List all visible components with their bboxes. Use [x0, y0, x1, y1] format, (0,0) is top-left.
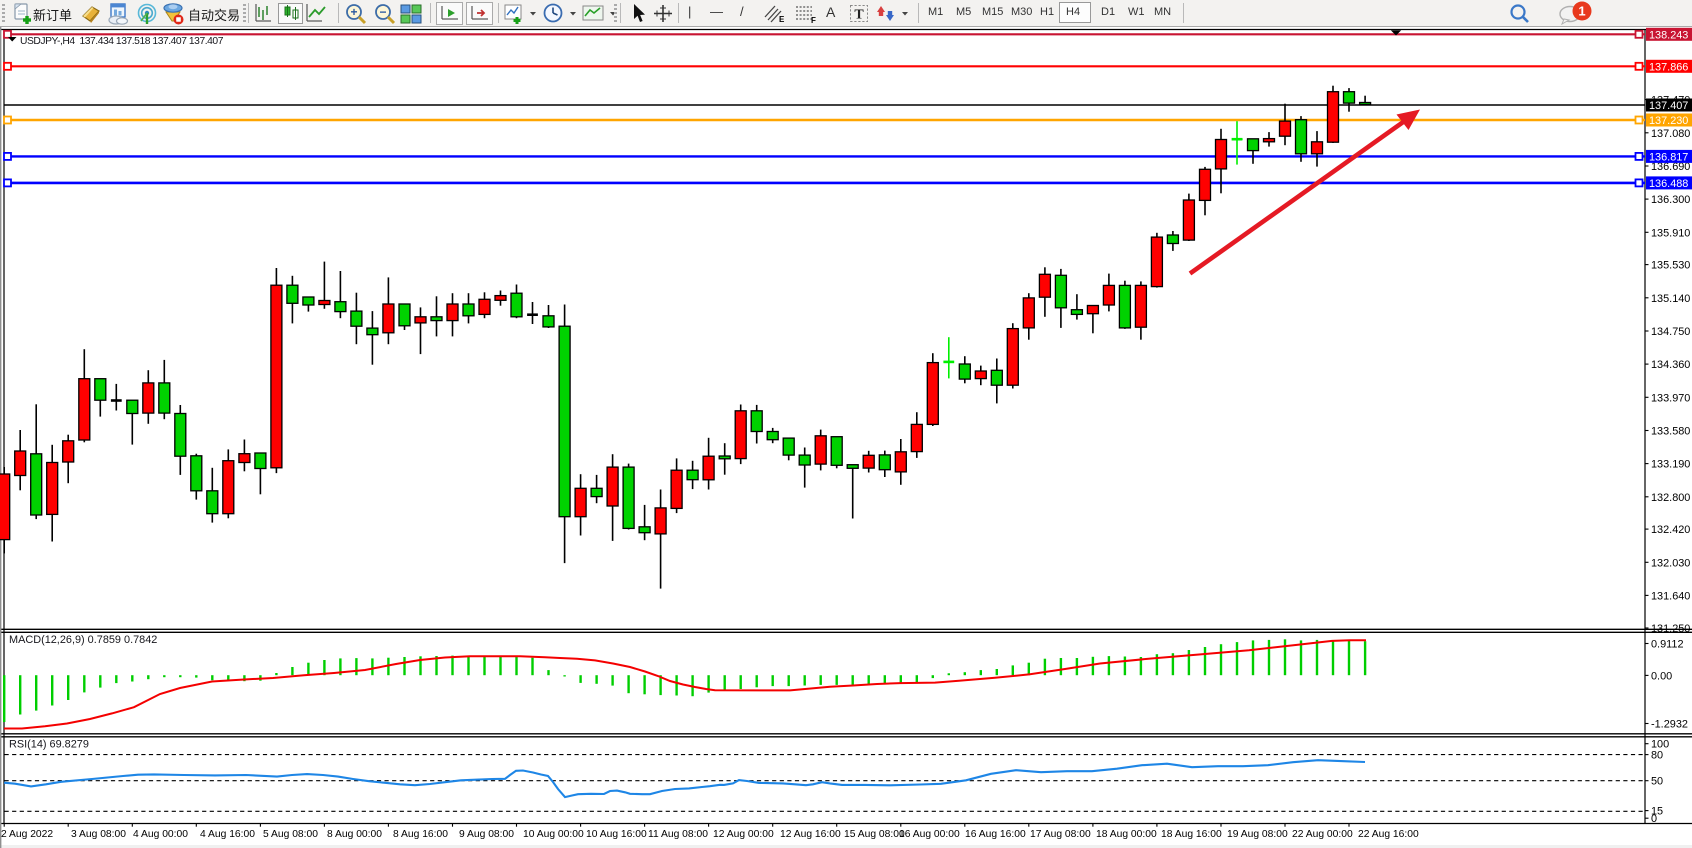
svg-text:T: T	[854, 8, 864, 23]
svg-text:USDJPY-,H4 137.434 137.518 13: USDJPY-,H4 137.434 137.518 137.407 137.4…	[20, 36, 224, 47]
svg-text:12 Aug 00:00: 12 Aug 00:00	[713, 829, 774, 840]
svg-text:135.910: 135.910	[1651, 227, 1690, 239]
svg-text:134.750: 134.750	[1651, 326, 1690, 338]
svg-text:9 Aug 08:00: 9 Aug 08:00	[459, 829, 514, 840]
svg-text:135.140: 135.140	[1651, 293, 1690, 305]
svg-text:137.866: 137.866	[1649, 61, 1688, 73]
svg-text:15: 15	[1651, 806, 1663, 818]
svg-text:3 Aug 08:00: 3 Aug 08:00	[71, 829, 126, 840]
svg-text:10 Aug 00:00: 10 Aug 00:00	[523, 829, 584, 840]
svg-text:131.250: 131.250	[1651, 623, 1690, 635]
svg-text:F: F	[811, 16, 816, 24]
svg-text:136.690: 136.690	[1651, 161, 1690, 173]
svg-text:17 Aug 08:00: 17 Aug 08:00	[1030, 829, 1091, 840]
svg-text:-1.2932: -1.2932	[1651, 719, 1688, 731]
svg-text:22 Aug 16:00: 22 Aug 16:00	[1358, 829, 1419, 840]
svg-text:5 Aug 08:00: 5 Aug 08:00	[263, 829, 318, 840]
svg-text:+: +	[350, 5, 357, 19]
svg-text:134.360: 134.360	[1651, 359, 1690, 371]
svg-text:8 Aug 16:00: 8 Aug 16:00	[393, 829, 448, 840]
svg-text:16 Aug 16:00: 16 Aug 16:00	[965, 829, 1026, 840]
svg-text:0.9112: 0.9112	[1651, 639, 1684, 651]
svg-text:132.030: 132.030	[1651, 557, 1690, 569]
svg-text:136.817: 136.817	[1649, 151, 1688, 163]
svg-text:80: 80	[1651, 750, 1663, 762]
svg-text:E: E	[779, 15, 785, 24]
svg-text:15 Aug 08:00: 15 Aug 08:00	[844, 829, 905, 840]
svg-text:2 Aug 2022: 2 Aug 2022	[1, 829, 53, 840]
svg-text:135.530: 135.530	[1651, 260, 1690, 272]
svg-text:10 Aug 16:00: 10 Aug 16:00	[586, 829, 647, 840]
svg-text:133.970: 133.970	[1651, 392, 1690, 404]
svg-text:133.580: 133.580	[1651, 426, 1690, 438]
svg-text:MACD(12,26,9) 0.7859 0.7842: MACD(12,26,9) 0.7859 0.7842	[9, 634, 157, 646]
svg-text:16 Aug 00:00: 16 Aug 00:00	[899, 829, 960, 840]
svg-text:12 Aug 16:00: 12 Aug 16:00	[780, 829, 841, 840]
svg-text:19 Aug 08:00: 19 Aug 08:00	[1227, 829, 1288, 840]
svg-text:136.488: 136.488	[1649, 178, 1688, 190]
svg-text:−: −	[379, 5, 386, 19]
svg-text:1: 1	[1578, 4, 1585, 19]
svg-text:137.407: 137.407	[1649, 100, 1688, 112]
svg-text:8 Aug 00:00: 8 Aug 00:00	[327, 829, 382, 840]
svg-text:131.640: 131.640	[1651, 590, 1690, 602]
svg-text:22 Aug 00:00: 22 Aug 00:00	[1292, 829, 1353, 840]
svg-text:136.300: 136.300	[1651, 194, 1690, 206]
svg-text:100: 100	[1651, 739, 1669, 751]
svg-text:0: 0	[1651, 813, 1657, 825]
svg-text:RSI(14) 69.8279: RSI(14) 69.8279	[9, 739, 89, 751]
svg-text:0.00: 0.00	[1651, 670, 1672, 682]
svg-text:50: 50	[1651, 776, 1663, 788]
svg-text:138.243: 138.243	[1649, 29, 1688, 41]
svg-text:133.190: 133.190	[1651, 459, 1690, 471]
svg-text:137.080: 137.080	[1651, 128, 1690, 140]
svg-text:18 Aug 16:00: 18 Aug 16:00	[1161, 829, 1222, 840]
svg-text:4 Aug 16:00: 4 Aug 16:00	[200, 829, 255, 840]
svg-text:18 Aug 00:00: 18 Aug 00:00	[1096, 829, 1157, 840]
svg-text:11 Aug 08:00: 11 Aug 08:00	[648, 829, 708, 840]
svg-text:132.420: 132.420	[1651, 524, 1690, 536]
svg-text:132.800: 132.800	[1651, 492, 1690, 504]
svg-text:4 Aug 00:00: 4 Aug 00:00	[133, 829, 188, 840]
svg-text:137.230: 137.230	[1649, 115, 1688, 127]
